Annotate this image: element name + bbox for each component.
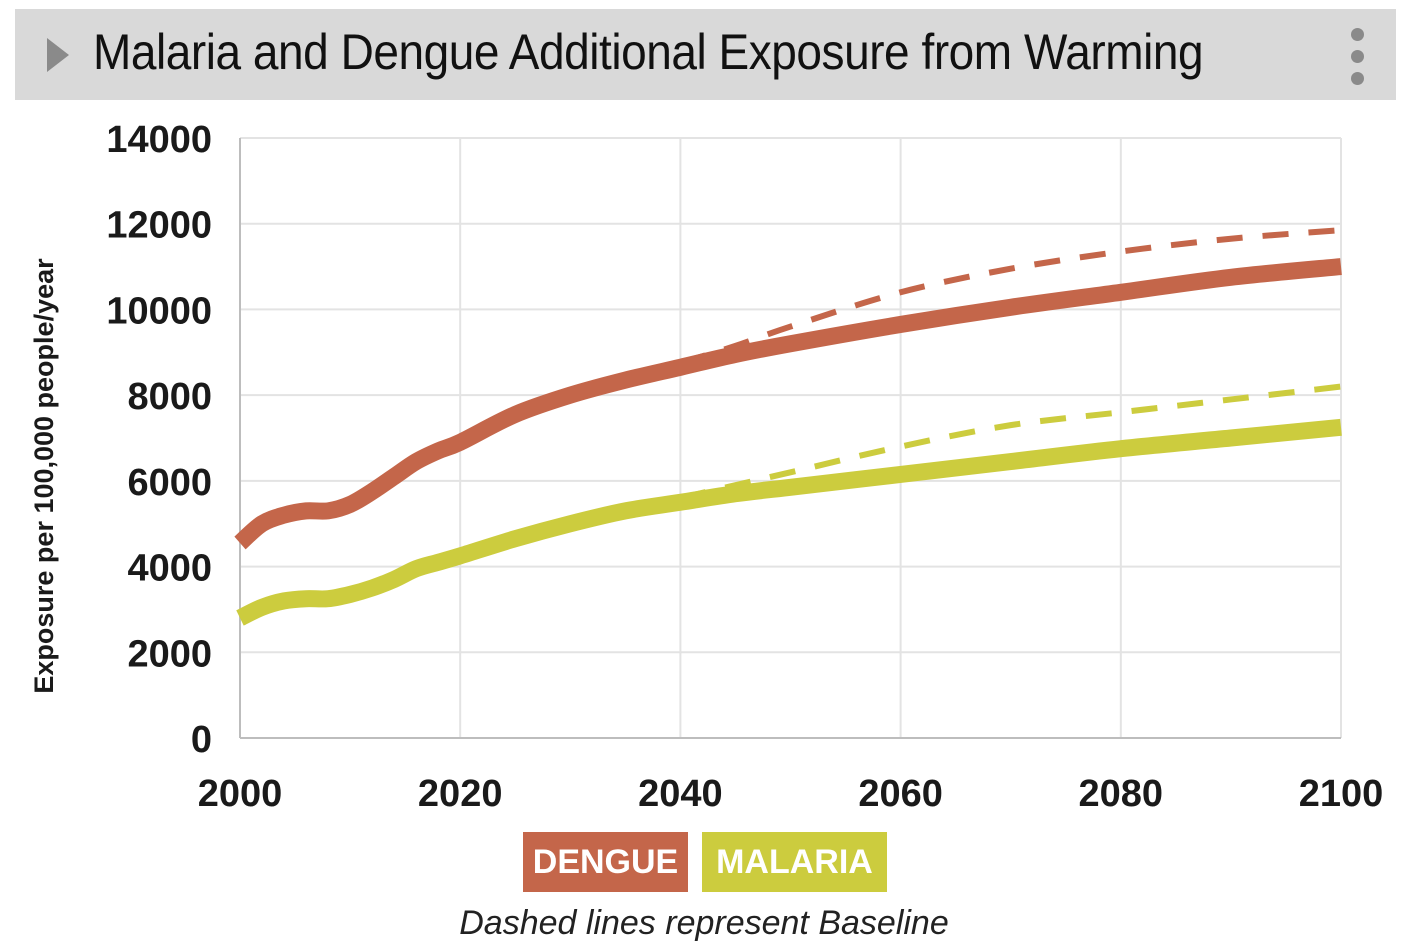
x-tick-label: 2020 [418,773,503,815]
y-tick-label: 6000 [127,462,212,504]
series-line-dengue-baseline [679,227,1342,366]
title-bar: Malaria and Dengue Additional Exposure f… [15,9,1396,100]
y-tick-label: 2000 [127,633,212,675]
x-tick-label: 2000 [198,773,283,815]
y-tick-label: 0 [191,719,212,761]
chart-caption: Dashed lines represent Baseline [459,904,949,942]
line-chart: 0 2000 4000 6000 8000 10000 12000 14000 2000 2020… [29,119,1384,815]
y-tick-label: 8000 [127,376,212,418]
series-line-malaria [236,418,1342,626]
y-tick-label: 10000 [106,290,212,332]
chart-title: Malaria and Dengue Additional Exposure f… [93,24,1204,80]
legend-item-dengue[interactable]: DENGUE [523,832,688,892]
y-tick-label: 12000 [106,205,212,247]
legend-item-malaria[interactable]: MALARIA [702,832,887,892]
y-tick-label: 4000 [127,548,212,590]
x-tick-label: 2040 [638,773,723,815]
x-tick-label: 2100 [1299,773,1384,815]
series-line-dengue [234,258,1342,550]
series-line-malaria-baseline [679,383,1342,501]
y-tick-label: 14000 [106,119,212,161]
x-tick-label: 2080 [1079,773,1164,815]
expand-arrow-icon[interactable] [47,38,69,72]
x-tick-label: 2060 [858,773,943,815]
more-options-icon[interactable] [1345,28,1369,86]
y-axis-label: Exposure per 100,000 people/year [29,258,59,694]
